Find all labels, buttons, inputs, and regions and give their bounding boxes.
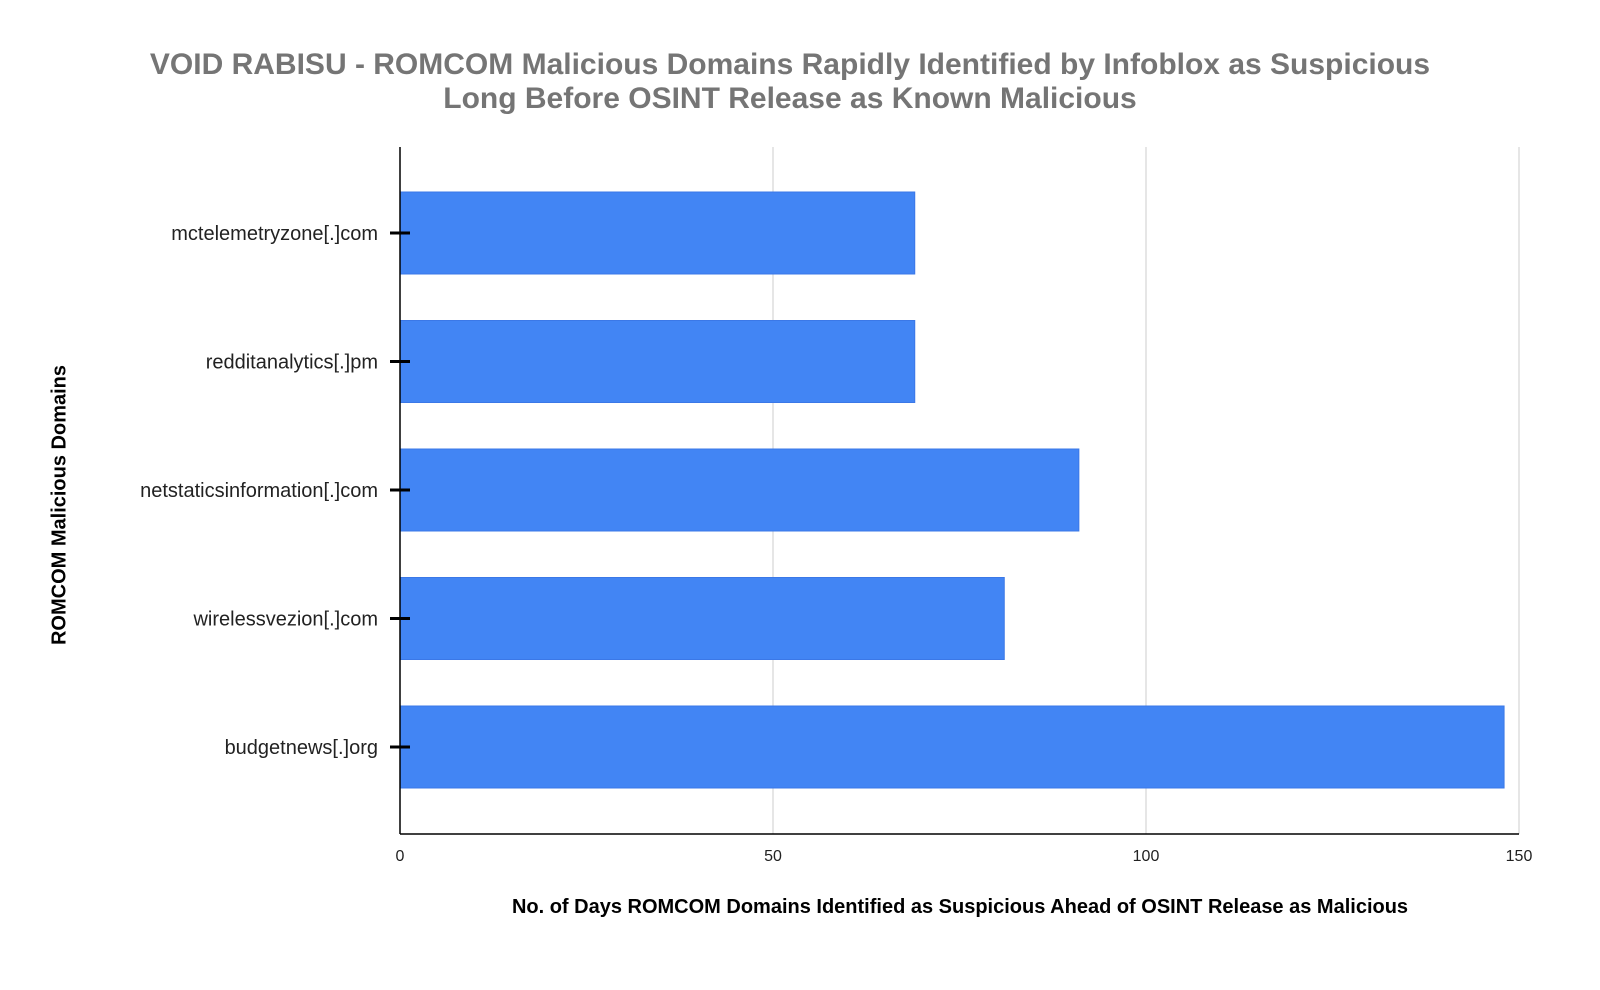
chart-title-line-1: VOID RABISU - ROMCOM Malicious Domains R… xyxy=(149,48,1431,81)
bar xyxy=(399,448,1080,532)
x-tick-label: 0 xyxy=(396,848,405,865)
y-tick-label: netstaticsinformation[.]com xyxy=(140,480,378,502)
x-tick-label: 150 xyxy=(1506,848,1533,865)
x-tick-label: 100 xyxy=(1133,848,1160,865)
y-tick-label: budgetnews[.]org xyxy=(225,737,378,759)
bar xyxy=(399,577,1005,660)
chart-title-line-2: Long Before OSINT Release as Known Malic… xyxy=(443,82,1137,115)
x-tick-label: 50 xyxy=(764,848,782,865)
bar xyxy=(399,191,916,275)
bar xyxy=(399,320,916,403)
bar xyxy=(399,705,1505,789)
y-tick-label: mctelemetryzone[.]com xyxy=(171,223,378,245)
y-tick-label: redditanalytics[.]pm xyxy=(206,352,378,374)
y-tick-label: wirelessvezion[.]com xyxy=(192,609,378,631)
x-axis-label: No. of Days ROMCOM Domains Identified as… xyxy=(511,896,1409,918)
y-axis-label: ROMCOM Malicious Domains xyxy=(48,364,71,646)
